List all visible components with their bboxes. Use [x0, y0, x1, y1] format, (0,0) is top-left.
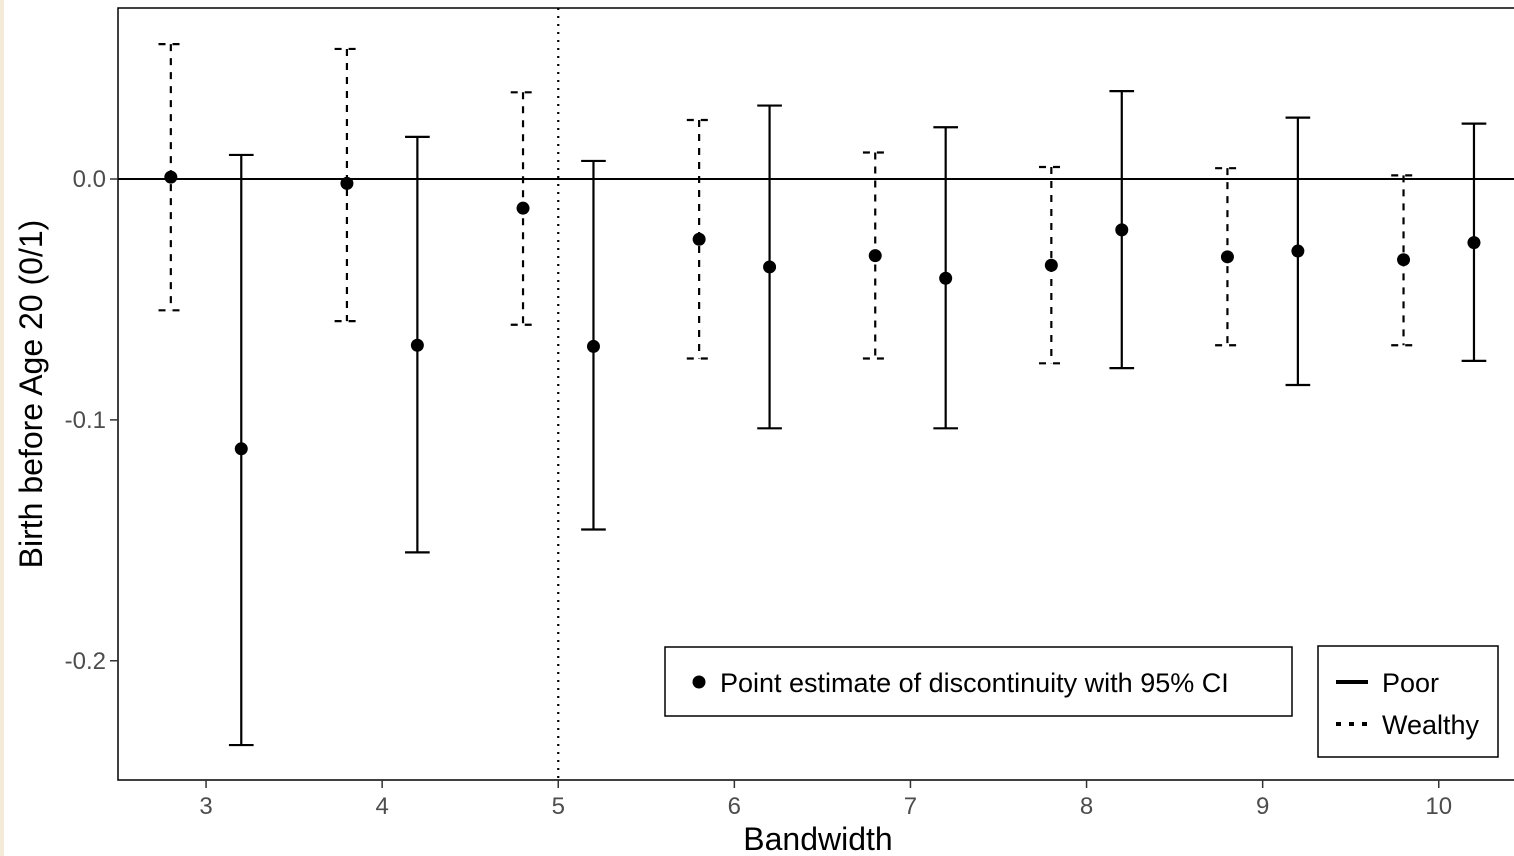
- x-tick-label-4: 4: [375, 793, 388, 820]
- wealthy-point-8: [1044, 258, 1058, 272]
- legend-lines-frame: [1317, 645, 1499, 758]
- wealthy-point-9: [1220, 250, 1234, 264]
- poor-point-6: [763, 260, 777, 274]
- y-tick-label--0.2: -0.2: [65, 648, 106, 675]
- wealthy-point-4: [340, 176, 354, 190]
- wealthy-point-6: [692, 232, 706, 246]
- x-tick-label-3: 3: [199, 793, 212, 820]
- x-tick-label-8: 8: [1080, 793, 1093, 820]
- wealthy-point-3: [164, 170, 178, 184]
- legend-marker-box: Point estimate of discontinuity with 95%…: [664, 646, 1293, 717]
- poor-point-10: [1467, 236, 1481, 250]
- legend-lines-box: Poor Wealthy: [1317, 645, 1499, 758]
- poor-point-4: [410, 338, 424, 352]
- wealthy-point-7: [868, 249, 882, 263]
- x-tick-label-9: 9: [1256, 793, 1269, 820]
- x-tick-label-7: 7: [904, 793, 917, 820]
- legend-wealthy-label: Wealthy: [1382, 710, 1480, 740]
- x-tick-label-6: 6: [728, 793, 741, 820]
- legend-marker-frame: [664, 646, 1293, 717]
- x-tick-label-10: 10: [1425, 793, 1452, 820]
- x-axis-title: Bandwidth: [743, 821, 892, 856]
- legend-marker-label: Point estimate of discontinuity with 95%…: [720, 668, 1229, 698]
- y-axis-title: Birth before Age 20 (0/1): [13, 220, 49, 569]
- poor-point-5: [586, 339, 600, 353]
- poor-point-8: [1115, 223, 1129, 237]
- legend-poor-label: Poor: [1382, 668, 1439, 698]
- y-tick-label--0.1: -0.1: [65, 407, 106, 434]
- poor-point-9: [1291, 244, 1305, 258]
- tick-layer: 3 4 5 6 7 8 9 10 0.0 -0.1 -0.2: [65, 166, 1452, 820]
- y-tick-label-0.0: 0.0: [73, 166, 106, 193]
- errorbar-layer: [118, 8, 1514, 780]
- legend-point-symbol: [692, 675, 706, 689]
- wealthy-point-10: [1397, 253, 1411, 267]
- poor-point-3: [234, 442, 248, 456]
- wealthy-point-5: [516, 201, 530, 215]
- window-edge-strip: [0, 0, 4, 856]
- x-tick-label-5: 5: [552, 793, 565, 820]
- poor-point-7: [939, 271, 953, 285]
